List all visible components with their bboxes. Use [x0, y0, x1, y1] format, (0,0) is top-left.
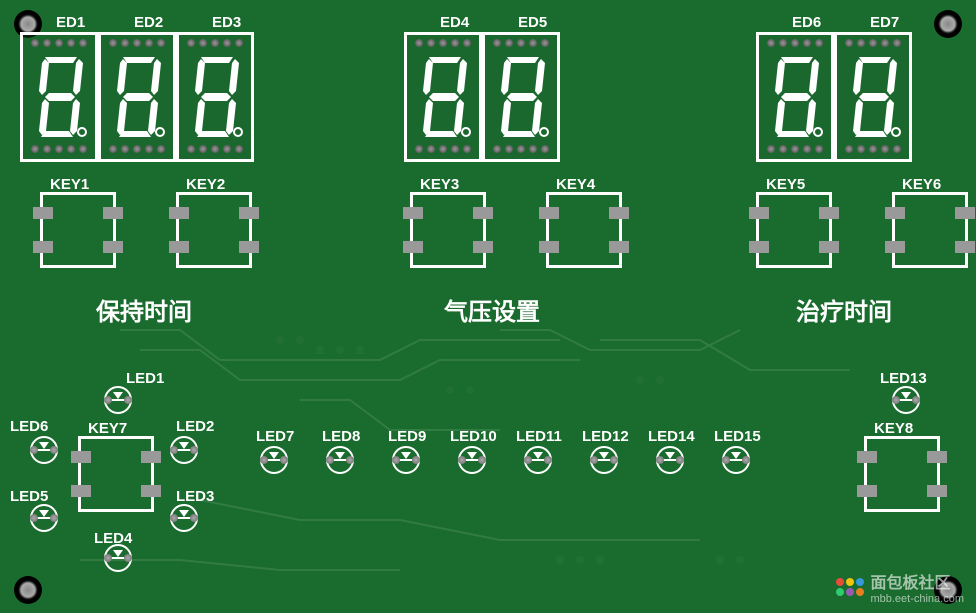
display-ref-label: ED5: [518, 14, 547, 31]
seven-segment-display: [176, 32, 254, 162]
led-ref-label: LED7: [256, 428, 294, 445]
tactile-button[interactable]: [756, 192, 832, 268]
mounting-hole: [934, 10, 962, 38]
tactile-button[interactable]: [40, 192, 116, 268]
seven-segment-display: [404, 32, 482, 162]
seven-segment-display: [20, 32, 98, 162]
pcb-board: ED1 ED2 ED3 ED4 ED5 ED6 ED7 KEY1 KEY2 KEY3…: [0, 0, 976, 613]
function-label: 保持时间: [96, 292, 192, 327]
led-indicator: [170, 436, 198, 464]
key-ref-label: KEY4: [556, 176, 595, 193]
watermark-text-cn: 面包板社区: [870, 569, 964, 593]
led-ref-label: LED8: [322, 428, 360, 445]
key-ref-label: KEY1: [50, 176, 89, 193]
led-ref-label: LED14: [648, 428, 695, 445]
display-ref-label: ED4: [440, 14, 469, 31]
led-ref-label: LED11: [516, 428, 562, 445]
led-indicator: [524, 446, 552, 474]
key-ref-label: KEY8: [874, 420, 913, 437]
key-ref-label: KEY3: [420, 176, 459, 193]
mounting-hole: [14, 576, 42, 604]
led-ref-label: LED3: [176, 488, 214, 505]
display-ref-label: ED6: [792, 14, 821, 31]
led-ref-label: LED6: [10, 418, 48, 435]
led-ref-label: LED2: [176, 418, 214, 435]
display-ref-label: ED3: [212, 14, 241, 31]
display-ref-label: ED2: [134, 14, 163, 31]
tactile-button[interactable]: [864, 436, 940, 512]
tactile-button[interactable]: [546, 192, 622, 268]
led-indicator: [722, 446, 750, 474]
led-indicator: [30, 436, 58, 464]
tactile-button[interactable]: [78, 436, 154, 512]
led-ref-label: LED1: [126, 370, 164, 387]
tactile-button[interactable]: [892, 192, 968, 268]
led-indicator: [326, 446, 354, 474]
seven-segment-display: [834, 32, 912, 162]
seven-segment-display: [482, 32, 560, 162]
led-indicator: [590, 446, 618, 474]
function-label: 气压设置: [444, 292, 540, 327]
key-ref-label: KEY2: [186, 176, 225, 193]
function-label: 治疗时间: [796, 292, 892, 327]
watermark-url: mbb.eet-china.com: [870, 593, 964, 605]
led-indicator: [392, 446, 420, 474]
tactile-button[interactable]: [176, 192, 252, 268]
seven-segment-display: [756, 32, 834, 162]
display-ref-label: ED7: [870, 14, 899, 31]
led-indicator: [892, 386, 920, 414]
key-ref-label: KEY5: [766, 176, 805, 193]
led-indicator: [170, 504, 198, 532]
led-ref-label: LED9: [388, 428, 426, 445]
display-ref-label: ED1: [56, 14, 85, 31]
led-indicator: [260, 446, 288, 474]
seven-segment-display: [98, 32, 176, 162]
led-ref-label: LED12: [582, 428, 629, 445]
led-ref-label: LED13: [880, 370, 927, 387]
key-ref-label: KEY6: [902, 176, 941, 193]
tactile-button[interactable]: [410, 192, 486, 268]
led-indicator: [458, 446, 486, 474]
led-indicator: [30, 504, 58, 532]
led-indicator: [656, 446, 684, 474]
led-indicator: [104, 544, 132, 572]
watermark-logo: [836, 578, 864, 596]
led-indicator: [104, 386, 132, 414]
led-ref-label: LED5: [10, 488, 48, 505]
key-ref-label: KEY7: [88, 420, 127, 437]
watermark: 面包板社区 mbb.eet-china.com: [836, 569, 964, 605]
led-ref-label: LED10: [450, 428, 497, 445]
led-ref-label: LED15: [714, 428, 761, 445]
